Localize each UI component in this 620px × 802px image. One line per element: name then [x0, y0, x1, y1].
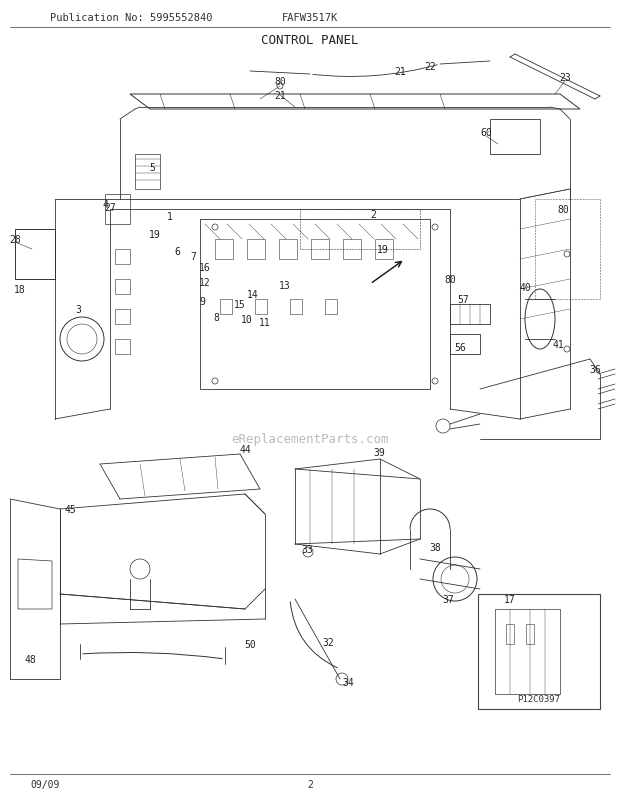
Text: 13: 13 — [279, 281, 291, 290]
Text: CONTROL PANEL: CONTROL PANEL — [261, 34, 359, 47]
Text: 23: 23 — [559, 73, 571, 83]
Text: FAFW3517K: FAFW3517K — [282, 13, 338, 23]
Text: 80: 80 — [444, 274, 456, 285]
Text: 50: 50 — [244, 639, 256, 649]
Text: 39: 39 — [373, 448, 385, 457]
Text: 1: 1 — [167, 212, 173, 221]
Text: 15: 15 — [234, 300, 246, 310]
Text: 18: 18 — [14, 285, 26, 294]
Text: 10: 10 — [241, 314, 253, 325]
Text: 17: 17 — [504, 594, 516, 604]
Text: Publication No: 5995552840: Publication No: 5995552840 — [50, 13, 213, 23]
Text: 2: 2 — [307, 779, 313, 789]
Text: 21: 21 — [274, 91, 286, 101]
Text: 14: 14 — [247, 290, 259, 300]
Text: 37: 37 — [442, 594, 454, 604]
Text: 09/09: 09/09 — [30, 779, 60, 789]
Text: 27: 27 — [104, 203, 116, 213]
Text: 19: 19 — [149, 229, 161, 240]
Text: 41: 41 — [552, 339, 564, 350]
Text: 9: 9 — [199, 297, 205, 306]
Text: 11: 11 — [259, 318, 271, 327]
Text: 3: 3 — [75, 305, 81, 314]
Text: 45: 45 — [64, 504, 76, 514]
Text: 21: 21 — [394, 67, 406, 77]
Text: 22: 22 — [424, 62, 436, 72]
Text: 28: 28 — [9, 235, 21, 245]
Text: 4: 4 — [102, 200, 108, 210]
Text: 80: 80 — [557, 205, 569, 215]
Text: 80: 80 — [274, 77, 286, 87]
Text: 5: 5 — [149, 163, 155, 172]
Text: 38: 38 — [429, 542, 441, 553]
Text: 40: 40 — [519, 282, 531, 293]
Text: 48: 48 — [24, 654, 36, 664]
Text: 34: 34 — [342, 677, 354, 687]
Text: 16: 16 — [199, 263, 211, 273]
Text: 33: 33 — [301, 545, 313, 554]
Text: 19: 19 — [377, 245, 389, 255]
Text: 7: 7 — [190, 252, 196, 261]
Text: 60: 60 — [480, 128, 492, 138]
Text: 57: 57 — [457, 294, 469, 305]
Text: 44: 44 — [239, 444, 251, 455]
Text: 32: 32 — [322, 638, 334, 647]
Text: eReplacementParts.com: eReplacementParts.com — [231, 433, 389, 446]
Text: 56: 56 — [454, 342, 466, 353]
Text: 36: 36 — [589, 365, 601, 375]
Text: 2: 2 — [370, 210, 376, 220]
Text: 8: 8 — [213, 313, 219, 322]
Text: 6: 6 — [174, 247, 180, 257]
Text: 12: 12 — [199, 277, 211, 288]
Text: P12C0397: P12C0397 — [518, 695, 560, 703]
